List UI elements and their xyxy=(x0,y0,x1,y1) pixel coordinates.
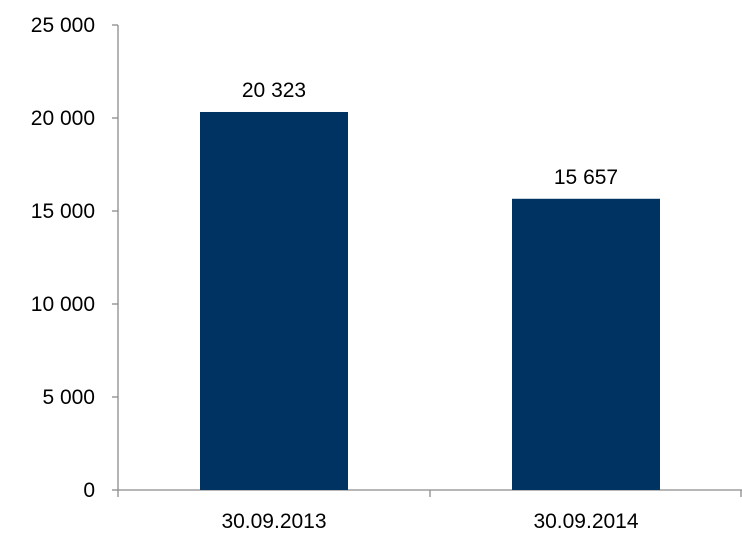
y-tick-label: 20 000 xyxy=(31,107,95,130)
bar xyxy=(200,111,348,491)
y-tick-label: 15 000 xyxy=(31,200,95,223)
bar-value-label: 15 657 xyxy=(554,166,618,189)
bar-value-label: 20 323 xyxy=(242,79,306,102)
x-axis: 30.09.2013 30.09.2014 xyxy=(117,489,742,533)
y-tick-label: 5 000 xyxy=(42,386,95,409)
x-tick-label: 30.09.2014 xyxy=(533,510,638,533)
y-tick-label: 25 000 xyxy=(31,14,95,37)
y-tick-label: 0 xyxy=(83,479,95,502)
bars xyxy=(200,111,660,491)
data-labels: 20 323 15 657 xyxy=(242,79,618,189)
y-tick-label: 10 000 xyxy=(31,293,95,316)
bar xyxy=(512,198,660,491)
x-tick-label: 30.09.2013 xyxy=(221,510,326,533)
y-axis: 0 5 000 10 000 15 000 20 000 25 000 xyxy=(31,14,119,502)
